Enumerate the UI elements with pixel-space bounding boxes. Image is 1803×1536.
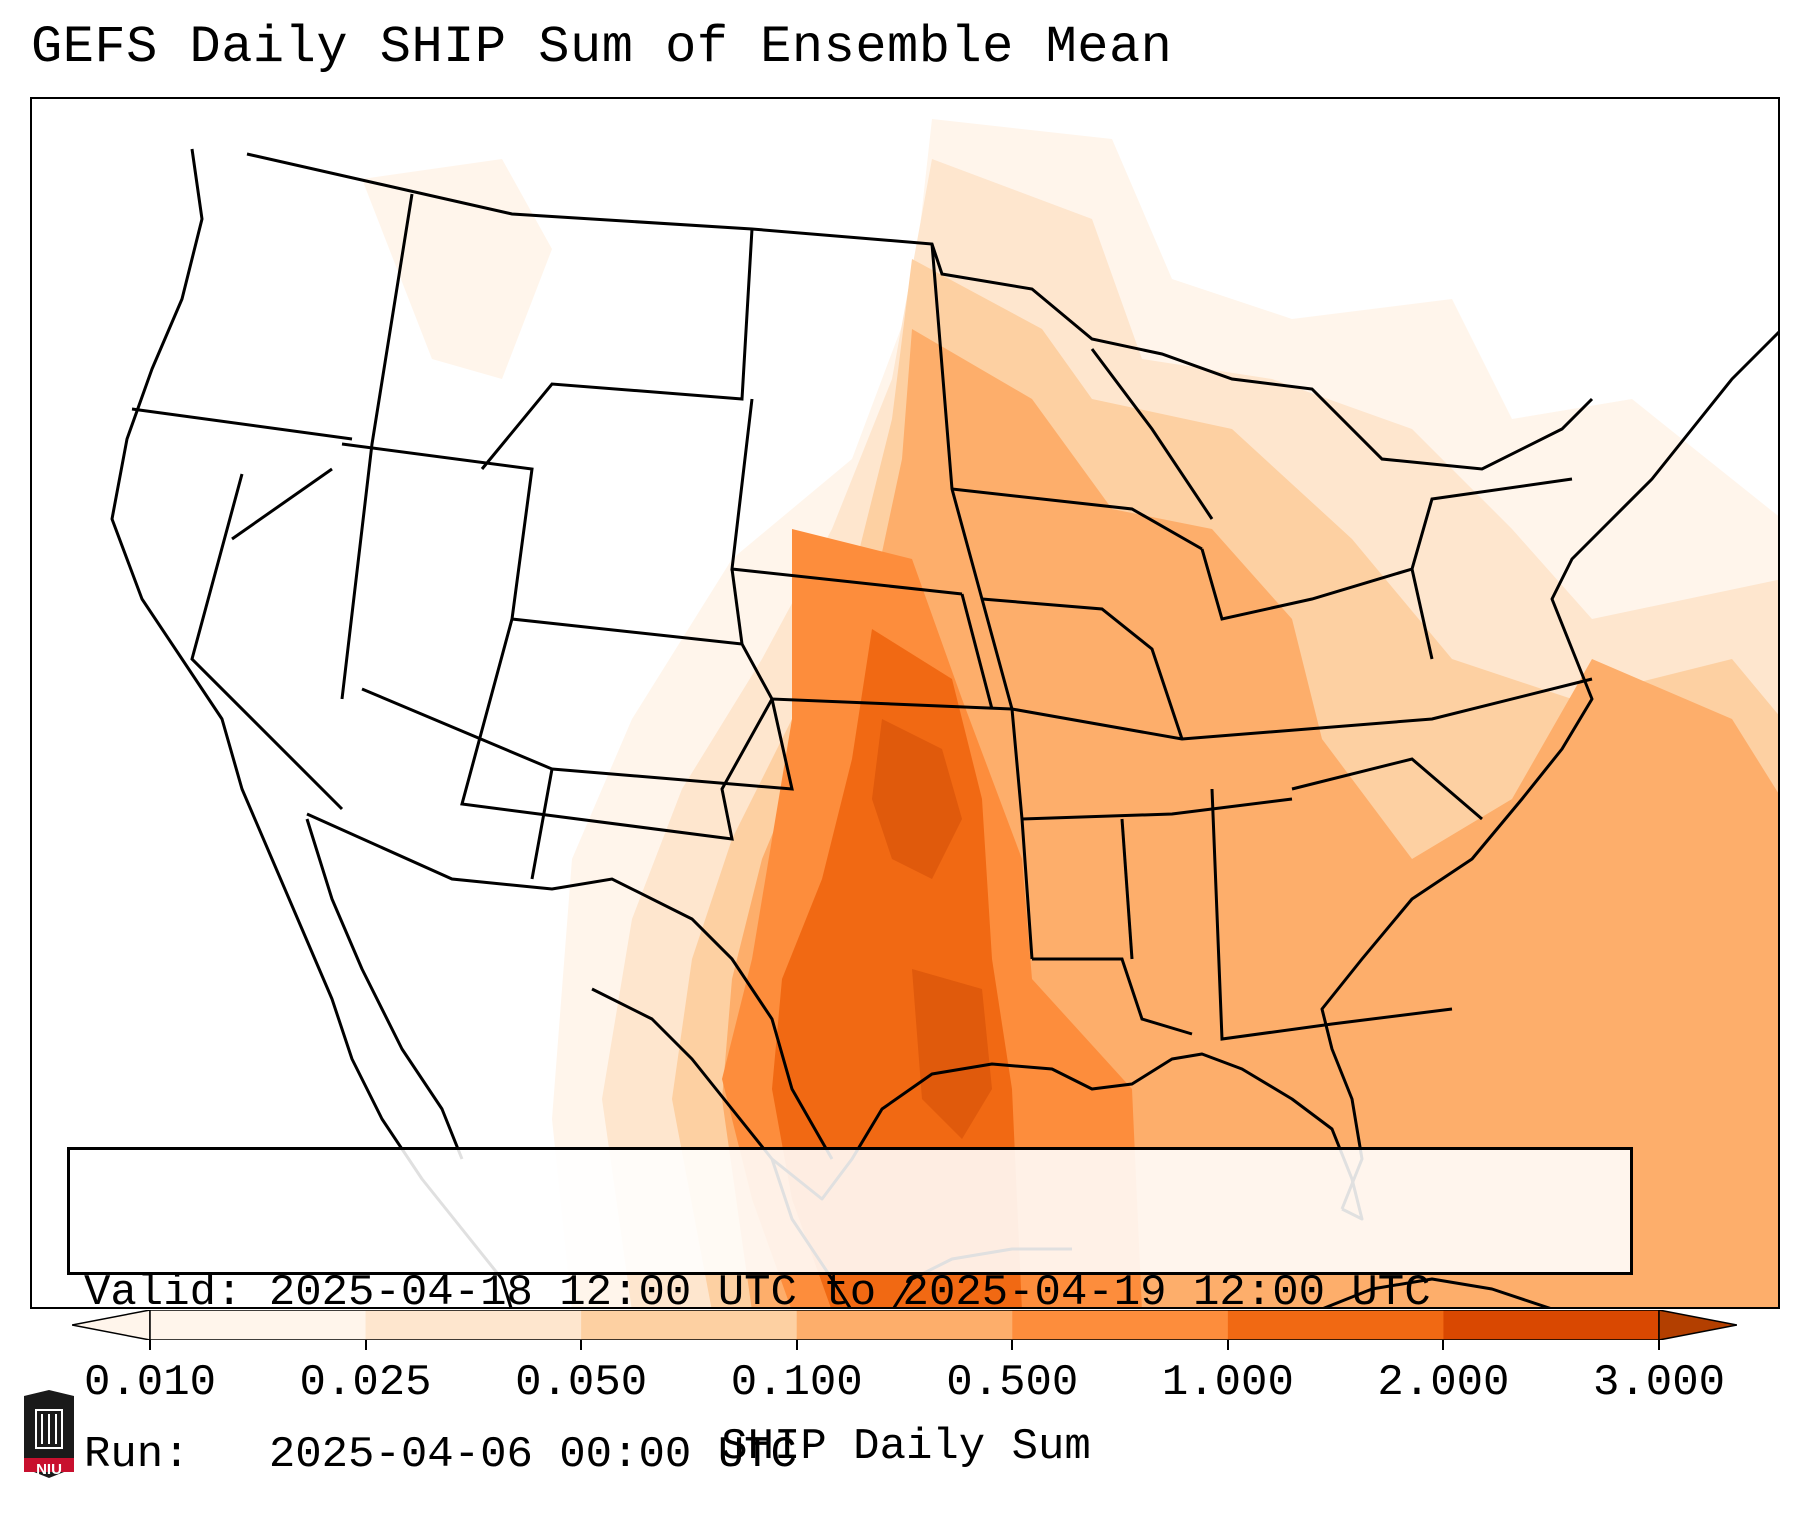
colorbar-tick-mark (1658, 1340, 1660, 1350)
colorbar-tick-label: 0.500 (946, 1358, 1079, 1408)
niu-logo-text: NIU (36, 1461, 62, 1478)
colorbar-tick-label: 2.000 (1377, 1358, 1510, 1408)
field-max-2 (912, 969, 992, 1139)
cuba-coast (1322, 1277, 1551, 1307)
field-nw-faint (362, 159, 552, 379)
colorbar-segment-4 (1012, 1310, 1229, 1340)
borders (131, 152, 1594, 1160)
colorbar-tick-mark (364, 1340, 367, 1350)
colorbar-extend-high (1658, 1310, 1737, 1340)
colorbar-tick-label: 0.025 (299, 1358, 432, 1408)
map-svg (110, 119, 1778, 1307)
gulf-coast (591, 987, 1364, 1221)
map-panel (30, 97, 1780, 1309)
colorbar-segment-0 (150, 1310, 367, 1340)
colorbar-segment-3 (796, 1310, 1013, 1340)
colorbar (72, 1310, 1737, 1340)
colorbar-segment-5 (1227, 1310, 1444, 1340)
niu-shield-icon (24, 1390, 74, 1478)
baja-coast (305, 818, 464, 1160)
colorbar-segment-2 (581, 1310, 798, 1340)
colorbar-tick-mark (1442, 1340, 1445, 1350)
colorbar-segments (149, 1310, 1660, 1340)
colorbar-tick-mark (1011, 1340, 1014, 1350)
colorbar-label: SHIP Daily Sum (721, 1422, 1091, 1472)
valid-run-info-box: Valid: 2025-04-18 12:00 UTC to 2025-04-1… (67, 1147, 1633, 1480)
ship-field (362, 119, 1778, 1307)
colorbar-segment-1 (365, 1310, 582, 1340)
mexico-border (306, 812, 834, 1160)
colorbar-segment-6 (1443, 1310, 1660, 1340)
map-title: GEFS Daily SHIP Sum of Ensemble Mean (31, 18, 1173, 77)
colorbar-tick-label: 1.000 (1161, 1358, 1294, 1408)
colorbar-tick-label: 0.100 (730, 1358, 863, 1408)
colorbar-tick-mark (1226, 1340, 1229, 1350)
canada-border (246, 152, 1594, 471)
field-max (872, 719, 962, 879)
east-coast (1320, 330, 1778, 1210)
colorbar-tick-label: 0.010 (83, 1358, 217, 1408)
run-time-text: Run: 2025-04-06 00:00 UTC (84, 1430, 797, 1480)
field-stronger (772, 629, 1022, 1307)
colorbar-tick-mark (795, 1340, 798, 1350)
colorbar-tick-label: 0.050 (515, 1358, 648, 1408)
colorbar-extend-low (72, 1310, 151, 1340)
colorbar-tick-mark (580, 1340, 583, 1350)
colorbar-tick-mark (149, 1340, 151, 1350)
colorbar-tick-label: 3.000 (1592, 1358, 1726, 1408)
niu-logo: NIU (20, 1388, 78, 1480)
